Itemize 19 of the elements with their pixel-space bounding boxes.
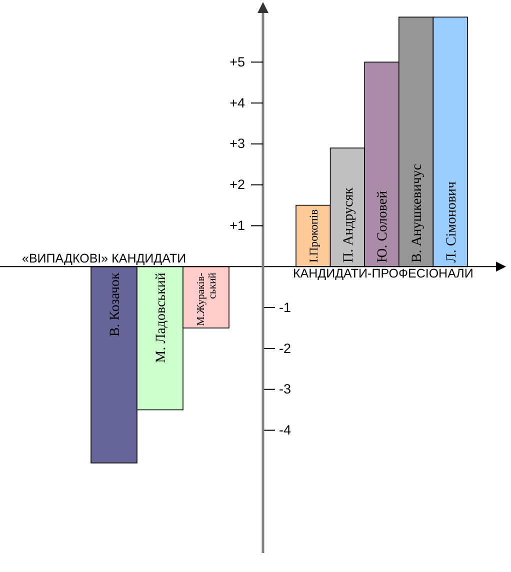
x-tick-label: Л. Сімонович [444,181,460,263]
y-tick-label: -2 [279,340,292,356]
x-tick-label: І.Прокопів [306,208,320,263]
y-tick-label: -4 [279,422,292,438]
y-tick-label: -1 [279,300,292,315]
y-tick-label: +5 [230,54,245,70]
y-tick-label: -3 [279,382,292,397]
x-tick-label: М.Жураків-ський [195,272,218,326]
y-tick-label: +3 [230,136,245,152]
x-tick-label: В. Козачок [108,272,123,337]
y-tick-label: +2 [230,177,245,192]
x-tick-label: Ю. Соловей [376,190,391,263]
x-axis-title: КАНДИДАТИ-ПРОФЕСІОНАЛИ [293,266,474,281]
x-tick-label: М. Ладовський [154,272,169,363]
x-tick-label: П. Андрусяк [341,187,356,263]
x-axis-title: «ВИПАДКОВІ» КАНДИДАТИ [22,252,186,266]
x-tick-label: В. Анушкевичус [410,164,425,263]
y-tick-label: +1 [230,218,245,234]
y-tick-label: +4 [230,95,246,110]
